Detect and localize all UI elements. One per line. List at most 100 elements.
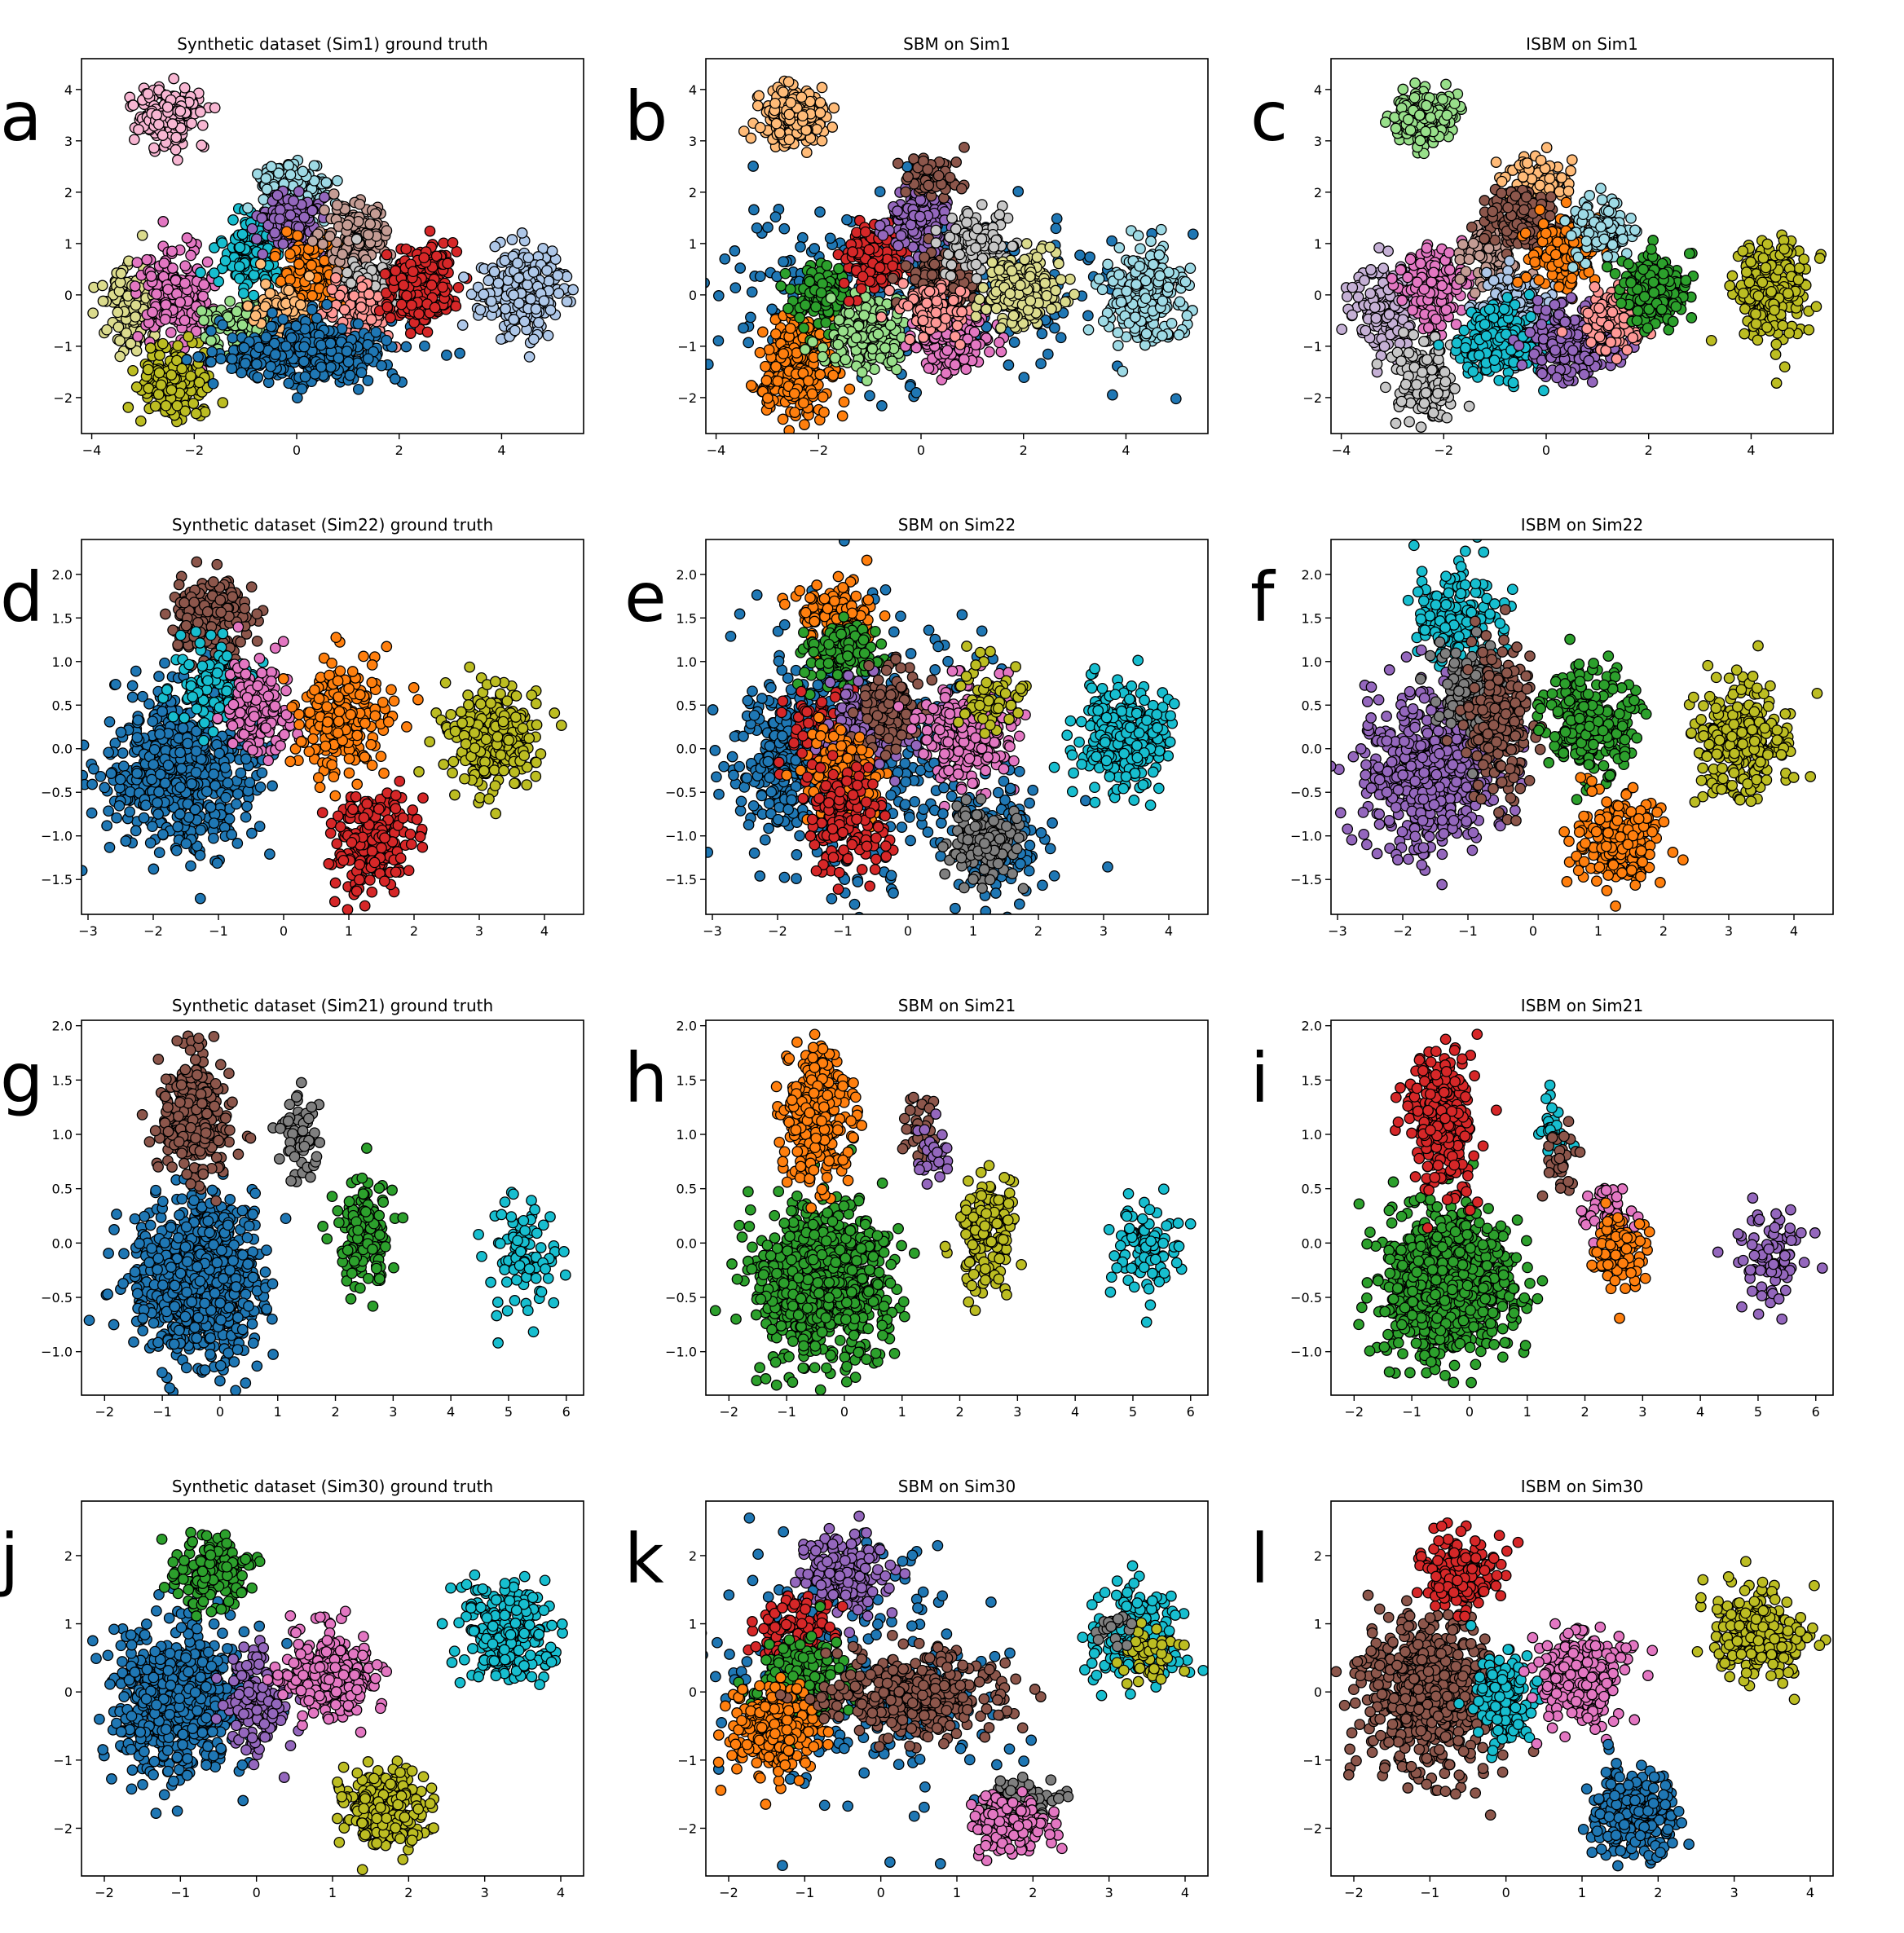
scatter-point: [829, 352, 841, 364]
scatter-point: [87, 307, 99, 319]
scatter-point: [96, 280, 108, 292]
scatter-point: [131, 257, 143, 268]
scatter-point: [754, 346, 766, 359]
scatter-point: [796, 110, 809, 122]
scatter-point: [972, 222, 984, 235]
scatter-point: [527, 266, 540, 278]
scatter-point: [778, 256, 789, 267]
scatter-point: [747, 161, 759, 172]
scatter-point: [1049, 322, 1060, 334]
scatter-point: [456, 319, 469, 331]
scatter-point: [784, 283, 796, 295]
y-tick-label: 4: [64, 82, 73, 98]
y-tick-label: −1: [53, 339, 73, 354]
scatter-point: [1064, 273, 1076, 285]
scatter-point: [745, 132, 757, 144]
scatter-point: [148, 142, 160, 154]
scatter-point: [130, 311, 141, 323]
scatter-point: [875, 273, 887, 285]
scatter-point: [152, 389, 165, 400]
scatter-point: [799, 419, 810, 430]
scatter-point: [988, 241, 1000, 253]
scatter-point: [892, 240, 904, 252]
scatter-point: [794, 311, 805, 324]
scatter-point: [447, 236, 459, 249]
scatter-point: [838, 396, 850, 408]
scatter-point: [1036, 328, 1048, 340]
scatter-point: [330, 272, 342, 284]
scatter-point: [611, 256, 621, 266]
scatter-point: [425, 280, 438, 291]
scatter-point: [389, 373, 401, 385]
scatter-point: [321, 298, 333, 310]
scatter-point: [930, 224, 942, 236]
scatter-point: [961, 217, 972, 228]
y-tick-label: 2: [64, 185, 73, 200]
scatter-point: [886, 355, 898, 368]
scatter-point: [288, 195, 299, 207]
scatter-point: [284, 274, 296, 285]
scatter-point: [308, 160, 320, 172]
scatter-point: [242, 300, 253, 312]
scatter-point: [320, 177, 333, 188]
scatter-point: [926, 269, 938, 281]
scatter-point: [817, 350, 829, 363]
scatter-point: [205, 356, 217, 368]
scatter-point: [253, 341, 265, 354]
scatter-point: [292, 230, 303, 241]
scatter-point: [156, 337, 169, 350]
scatter-point: [215, 353, 227, 365]
scatter-point: [258, 193, 270, 205]
scatter-point: [1007, 240, 1018, 253]
scatter-point: [209, 242, 220, 253]
scatter-point: [236, 319, 249, 331]
scatter-point: [825, 292, 837, 304]
scatter-point: [252, 372, 264, 383]
scatter-point: [762, 222, 774, 233]
scatter-point: [772, 375, 784, 387]
scatter-point: [719, 253, 731, 265]
scatter-point: [390, 265, 402, 277]
scatter-point: [165, 327, 177, 338]
scatter-point: [176, 363, 188, 375]
scatter-point: [234, 272, 245, 284]
scatter-point: [170, 143, 182, 156]
scatter-point: [260, 278, 271, 290]
scatter-point: [172, 340, 184, 352]
scatter-point: [734, 262, 747, 274]
scatter-point: [398, 280, 410, 291]
scatter-point: [874, 262, 886, 274]
scatter-point: [769, 211, 782, 223]
scatter-point: [196, 119, 209, 131]
scatter-point: [970, 339, 982, 351]
scatter-point: [866, 343, 879, 354]
scatter-point: [213, 275, 225, 288]
scatter-point: [821, 259, 833, 271]
scatter-point: [198, 315, 209, 326]
scatter-point: [165, 369, 178, 381]
scatter-point: [270, 349, 281, 360]
scatter-point: [454, 347, 465, 359]
scatter-point: [858, 310, 870, 321]
scatter-point: [959, 141, 970, 153]
scatter-point: [290, 320, 302, 332]
scatter-point: [809, 243, 821, 254]
scatter-point: [1019, 253, 1030, 266]
scatter-point: [303, 271, 315, 282]
scatter-point: [1082, 310, 1094, 322]
scatter-point: [954, 338, 966, 350]
scatter-point: [158, 258, 170, 269]
scatter-point: [237, 288, 249, 299]
scatter-point: [523, 351, 536, 363]
scatter-point: [782, 76, 795, 88]
scatter-point: [900, 260, 912, 271]
scatter-point: [489, 240, 501, 253]
scatter-point: [918, 332, 929, 343]
scatter-point: [216, 237, 228, 249]
scatter-point: [769, 97, 781, 109]
scatter-point: [513, 297, 525, 309]
scatter-point: [864, 390, 875, 402]
scatter-point: [418, 252, 430, 264]
scatter-point: [940, 313, 952, 324]
